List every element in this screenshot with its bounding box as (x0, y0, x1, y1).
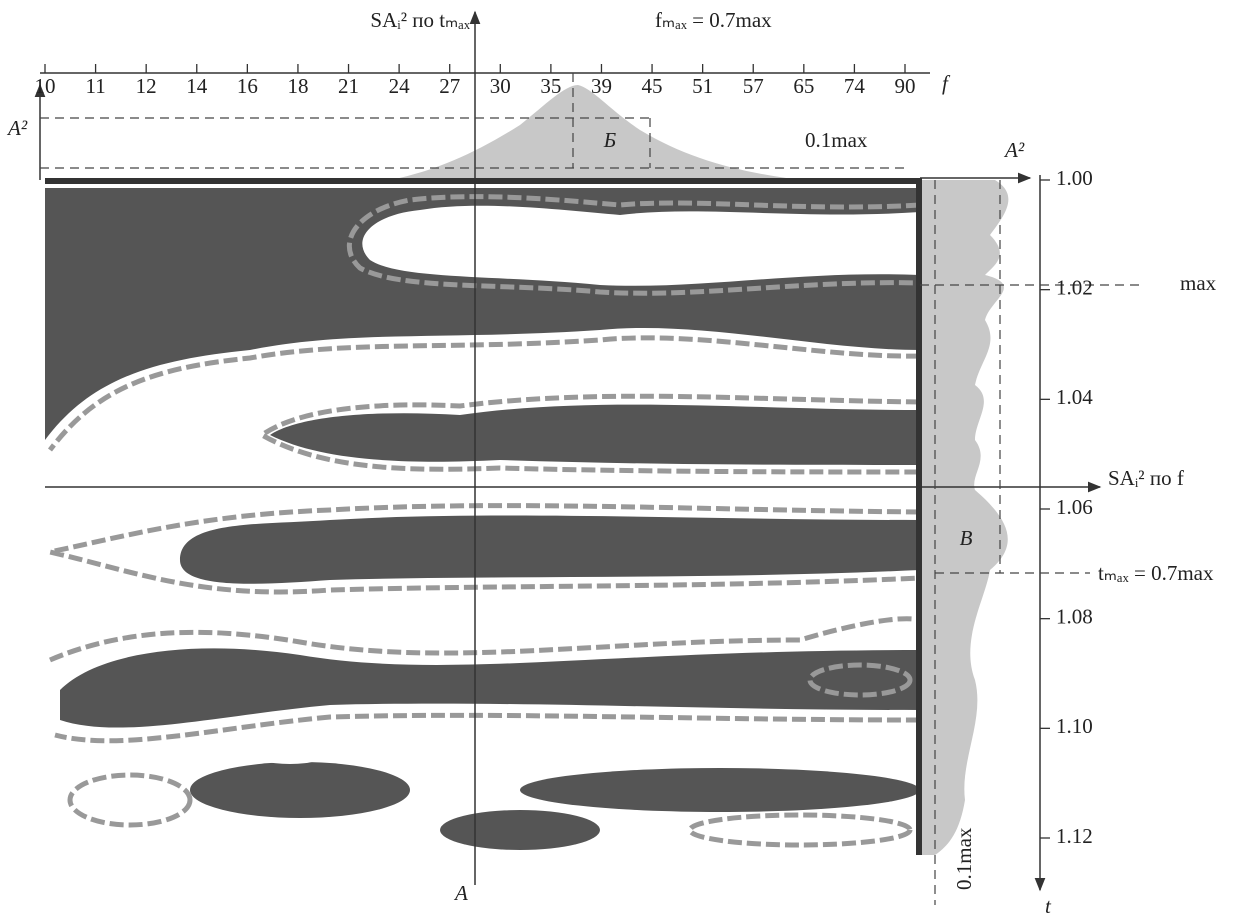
x-tick-label: 24 (389, 74, 411, 98)
y-tick-label: 1.12 (1056, 824, 1093, 848)
y-tick-label: 1.04 (1056, 385, 1093, 409)
y-axis-label: t (1045, 894, 1052, 918)
x-tick-label: 30 (490, 74, 511, 98)
x-tick-label: 16 (237, 74, 258, 98)
top-distribution (390, 85, 800, 180)
x-tick-label: 57 (743, 74, 764, 98)
x-tick-label: 14 (186, 74, 208, 98)
x-tick-label: 65 (793, 74, 814, 98)
x-tick-label: 27 (439, 74, 460, 98)
annotation: SAᵢ² по f (1108, 466, 1184, 490)
y-tick-label: 1.02 (1056, 275, 1093, 299)
annotation: A² (1003, 138, 1025, 162)
y-tick-label: 1.00 (1056, 166, 1093, 190)
spectrogram (45, 178, 922, 855)
annotation: max (1180, 271, 1217, 295)
x-tick-label: 51 (692, 74, 713, 98)
y-tick-label: 1.06 (1056, 495, 1093, 519)
annotation: SAᵢ² по tₘₐₓ (370, 8, 470, 32)
x-tick-label: 35 (540, 74, 561, 98)
x-tick-label: 74 (844, 74, 866, 98)
right-distribution (920, 180, 1009, 855)
x-tick-label: 10 (35, 74, 56, 98)
annotation: A² (6, 116, 28, 140)
x-tick-label: 39 (591, 74, 612, 98)
x-tick-label: 18 (287, 74, 308, 98)
annotation: A (453, 881, 468, 905)
annotation: fₘₐₓ = 0.7max (655, 8, 772, 32)
x-tick-label: 90 (895, 74, 916, 98)
x-tick-label: 11 (85, 74, 105, 98)
x-axis-label: f (942, 71, 951, 95)
x-tick-label: 21 (338, 74, 359, 98)
annotation: Б (603, 128, 616, 152)
y-tick-label: 1.10 (1056, 714, 1093, 738)
annotation: В (960, 526, 973, 550)
guides (40, 73, 1140, 905)
x-tick-label: 12 (136, 74, 157, 98)
annotation: tₘₐₓ = 0.7max (1098, 561, 1214, 585)
y-tick-label: 1.08 (1056, 604, 1093, 628)
annotation: 0.1max (952, 827, 976, 890)
annotation: 0.1max (805, 128, 868, 152)
x-tick-label: 45 (642, 74, 663, 98)
